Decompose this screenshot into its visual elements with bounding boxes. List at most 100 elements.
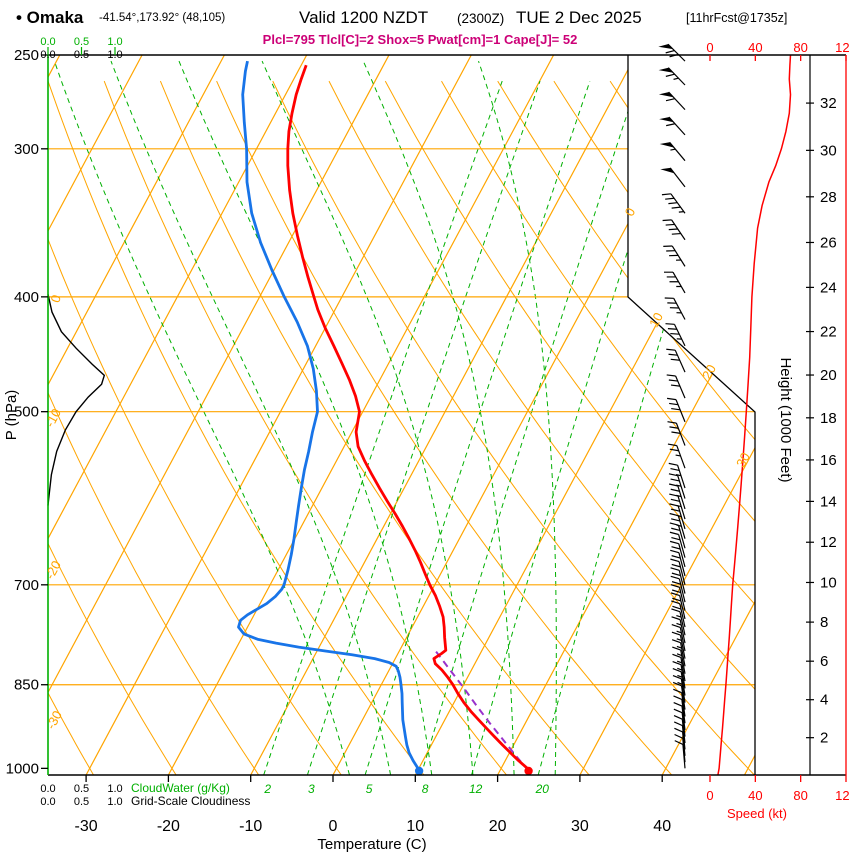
temperature-axis: -30 -20 -10 0 10 20 30 40 (75, 775, 671, 835)
sounding-indices: Plcl=795 Tlcl[C]=2 Shox=5 Pwat[cm]=1 Cap… (263, 32, 578, 47)
surface-temperature-dot (524, 766, 533, 776)
surface-dewpoint-dot (414, 766, 424, 776)
svg-text:10: 10 (646, 310, 666, 330)
svg-text:40: 40 (653, 818, 671, 835)
plot-border (47, 54, 847, 776)
background-grid (48, 55, 755, 775)
valid-time-utc: (2300Z) (457, 11, 504, 26)
speed-profile (717, 54, 792, 776)
station-coords: -41.54°,173.92° (48,105) (99, 12, 225, 24)
svg-text:4: 4 (820, 692, 828, 709)
svg-text:30: 30 (733, 450, 753, 470)
svg-text:16: 16 (820, 452, 837, 469)
cloud-scale: 0.00.00.00.00.50.50.50.51.01.01.01.0 (40, 36, 122, 808)
temperature-axis-title: Temperature (C) (317, 836, 426, 853)
svg-text:0.5: 0.5 (74, 36, 89, 48)
dry-adiabat-lines (48, 80, 755, 775)
svg-text:0.0: 0.0 (40, 36, 55, 48)
svg-text:250: 250 (14, 47, 39, 64)
svg-text:0.5: 0.5 (74, 49, 89, 61)
svg-text:0.0: 0.0 (40, 796, 55, 808)
station-title: • Omaka (16, 8, 84, 27)
svg-text:30: 30 (820, 142, 837, 159)
svg-text:0: 0 (47, 293, 64, 305)
wind-barbs (658, 43, 686, 769)
valid-date: TUE 2 Dec 2025 (516, 8, 642, 27)
svg-text:80: 80 (793, 788, 807, 803)
svg-text:1000: 1000 (6, 760, 39, 777)
svg-text:24: 24 (820, 279, 837, 296)
svg-text:0: 0 (329, 818, 338, 835)
height-axis-title: Height (1000 Feet) (777, 357, 794, 482)
svg-text:5: 5 (366, 782, 373, 796)
svg-text:32: 32 (820, 95, 837, 112)
pressure-axis-title: P (hPa) (3, 390, 20, 441)
svg-text:-30: -30 (75, 818, 98, 835)
temperature-curve (286, 64, 533, 776)
svg-text:20: 20 (820, 367, 837, 384)
svg-text:12: 12 (469, 782, 483, 796)
svg-text:-10: -10 (239, 818, 262, 835)
svg-text:3: 3 (308, 782, 315, 796)
cloudiness-profile (47, 294, 106, 506)
svg-text:0: 0 (706, 788, 713, 803)
svg-text:700: 700 (14, 577, 39, 594)
svg-text:1.0: 1.0 (107, 49, 122, 61)
svg-text:120: 120 (835, 40, 850, 55)
svg-text:300: 300 (14, 141, 39, 158)
speed-axis-title: Speed (kt) (727, 806, 787, 821)
moist-adiabat-lines (53, 60, 557, 775)
svg-text:0.0: 0.0 (40, 783, 55, 795)
svg-text:14: 14 (820, 493, 837, 510)
svg-text:30: 30 (571, 818, 589, 835)
parcel-path (434, 649, 530, 772)
pressure-axis: 250 300 400 500 700 850 1000 (6, 47, 48, 777)
svg-text:-30: -30 (43, 708, 65, 732)
svg-text:10: 10 (406, 818, 424, 835)
svg-text:-10: -10 (42, 406, 64, 430)
svg-text:20: 20 (535, 782, 550, 796)
svg-text:0: 0 (622, 205, 639, 218)
svg-text:80: 80 (793, 40, 807, 55)
svg-text:-20: -20 (157, 818, 180, 835)
svg-text:8: 8 (422, 782, 429, 796)
svg-text:0.0: 0.0 (40, 49, 55, 61)
svg-text:28: 28 (820, 189, 837, 206)
mixing-ratio-labels: 2 3 5 8 12 20 (263, 782, 549, 796)
svg-text:500: 500 (14, 404, 39, 421)
svg-text:0.5: 0.5 (74, 796, 89, 808)
svg-text:120: 120 (835, 788, 850, 803)
svg-text:-20: -20 (42, 558, 64, 582)
svg-text:1.0: 1.0 (107, 783, 122, 795)
svg-text:12: 12 (820, 534, 837, 551)
svg-text:20: 20 (699, 362, 719, 382)
svg-text:0: 0 (706, 40, 713, 55)
speed-axis: 0 0 40 40 80 80 120 120 (706, 40, 850, 803)
svg-text:1.0: 1.0 (107, 796, 122, 808)
svg-text:6: 6 (820, 653, 828, 670)
grid-line-labels: 30 20 10 0 -10 -20 -30 0 (42, 205, 753, 732)
cloudwater-caption: CloudWater (g/Kg) (131, 781, 230, 795)
mixing-ratio-lines (263, 80, 739, 775)
svg-text:40: 40 (748, 788, 762, 803)
svg-text:8: 8 (820, 614, 828, 631)
svg-text:0.5: 0.5 (74, 783, 89, 795)
plot-inner-boundary (627, 55, 756, 775)
valid-time: Valid 1200 NZDT (299, 8, 428, 27)
svg-text:18: 18 (820, 410, 837, 427)
svg-text:2: 2 (820, 730, 828, 747)
svg-text:26: 26 (820, 234, 837, 251)
isotherm-lines (48, 55, 755, 775)
svg-text:10: 10 (820, 574, 837, 591)
svg-text:850: 850 (14, 677, 39, 694)
svg-text:1.0: 1.0 (107, 36, 122, 48)
svg-text:20: 20 (489, 818, 507, 835)
dewpoint-curve (237, 60, 424, 776)
svg-text:400: 400 (14, 289, 39, 306)
svg-text:2: 2 (263, 782, 271, 796)
cloudiness-caption: Grid-Scale Cloudiness (131, 794, 250, 808)
